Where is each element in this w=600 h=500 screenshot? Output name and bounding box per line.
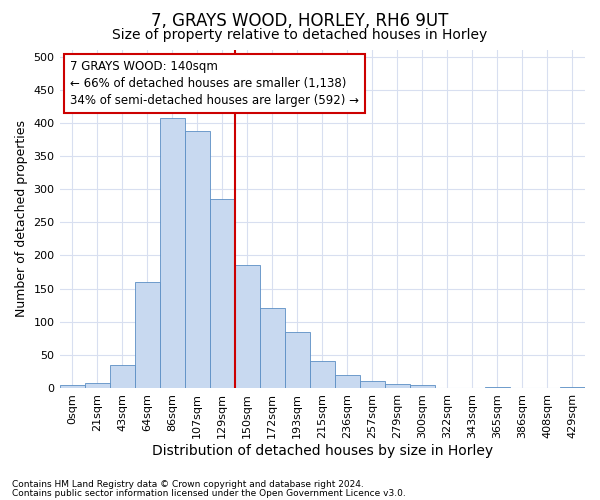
Bar [485,386,510,388]
Text: Size of property relative to detached houses in Horley: Size of property relative to detached ho… [112,28,488,42]
Bar [235,266,260,388]
Text: Contains HM Land Registry data © Crown copyright and database right 2024.: Contains HM Land Registry data © Crown c… [12,480,364,489]
Y-axis label: Number of detached properties: Number of detached properties [15,120,28,318]
Text: 7, GRAYS WOOD, HORLEY, RH6 9UT: 7, GRAYS WOOD, HORLEY, RH6 9UT [151,12,449,30]
Bar [160,118,185,388]
Bar [134,282,160,388]
Bar [335,376,360,388]
Text: Contains public sector information licensed under the Open Government Licence v3: Contains public sector information licen… [12,488,406,498]
Bar [285,332,310,388]
Bar [385,384,410,388]
Bar [185,131,209,388]
Bar [260,308,285,388]
X-axis label: Distribution of detached houses by size in Horley: Distribution of detached houses by size … [152,444,493,458]
Bar [85,384,110,388]
Bar [560,386,585,388]
Bar [59,384,85,388]
Bar [110,365,134,388]
Bar [410,384,435,388]
Bar [310,362,335,388]
Text: 7 GRAYS WOOD: 140sqm
← 66% of detached houses are smaller (1,138)
34% of semi-de: 7 GRAYS WOOD: 140sqm ← 66% of detached h… [70,60,359,107]
Bar [209,199,235,388]
Bar [360,380,385,388]
